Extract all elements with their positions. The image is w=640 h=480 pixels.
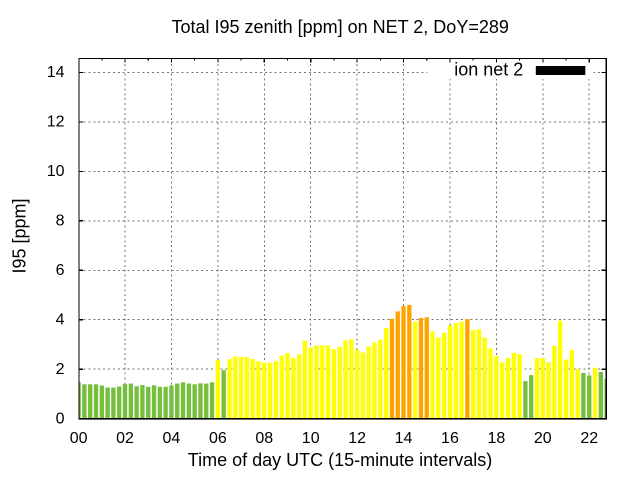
svg-text:2: 2: [56, 361, 65, 378]
svg-text:02: 02: [116, 430, 134, 447]
svg-text:08: 08: [255, 430, 273, 447]
svg-text:12: 12: [348, 430, 366, 447]
svg-text:12: 12: [47, 114, 65, 131]
svg-text:I95 [ppm]: I95 [ppm]: [10, 198, 30, 273]
svg-text:Total I95 zenith [ppm] on NET: Total I95 zenith [ppm] on NET 2, DoY=289: [172, 17, 509, 37]
svg-text:0: 0: [56, 410, 65, 427]
svg-text:00: 00: [70, 430, 88, 447]
svg-text:4: 4: [56, 311, 65, 328]
svg-text:18: 18: [487, 430, 505, 447]
svg-text:6: 6: [56, 262, 65, 279]
svg-text:10: 10: [302, 430, 320, 447]
svg-text:06: 06: [209, 430, 227, 447]
svg-text:14: 14: [47, 64, 65, 81]
svg-text:14: 14: [395, 430, 413, 447]
svg-text:04: 04: [163, 430, 181, 447]
svg-text:20: 20: [534, 430, 552, 447]
svg-text:16: 16: [441, 430, 459, 447]
svg-text:8: 8: [56, 212, 65, 229]
svg-text:ion net 2: ion net 2: [454, 59, 523, 79]
svg-text:10: 10: [47, 163, 65, 180]
svg-text:Time of day UTC (15-minute int: Time of day UTC (15-minute intervals): [188, 450, 492, 470]
svg-text:22: 22: [580, 430, 598, 447]
